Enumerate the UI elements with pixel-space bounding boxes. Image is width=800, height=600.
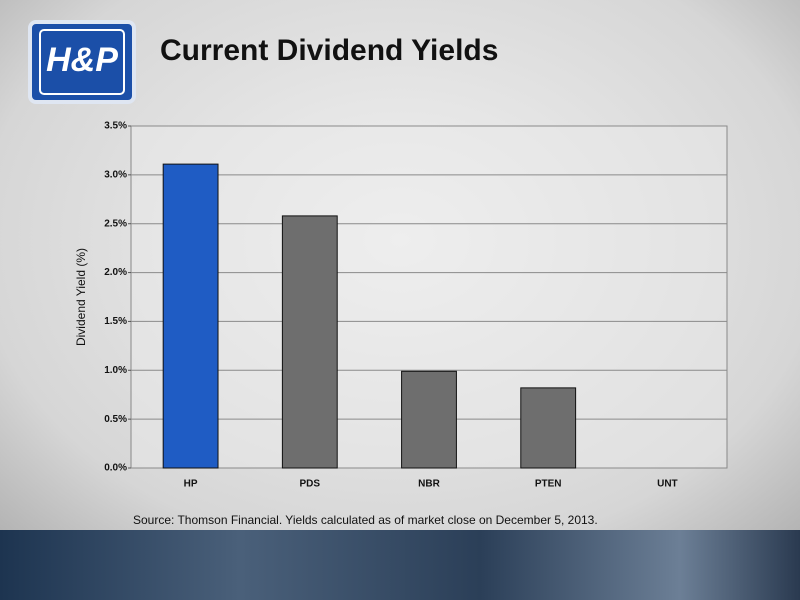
x-tick-label: NBR — [418, 479, 440, 490]
source-note: Source: Thomson Financial. Yields calcul… — [133, 513, 598, 527]
logo: H&P — [28, 20, 136, 104]
bar — [401, 370, 457, 469]
logo-badge — [28, 20, 136, 104]
photo-strip — [0, 530, 800, 600]
y-tick-label: 2.0% — [104, 267, 127, 278]
logo-frame — [39, 29, 125, 95]
x-tick-label: UNT — [657, 479, 678, 490]
y-tick-label: 0.5% — [104, 414, 127, 425]
bar — [281, 215, 338, 469]
y-tick-label: 3.0% — [104, 169, 127, 180]
bar — [520, 387, 577, 469]
x-tick-label: PDS — [300, 479, 321, 490]
y-tick-label: 2.5% — [104, 218, 127, 229]
slide-title: Current Dividend Yields — [160, 34, 498, 67]
x-tick-label: HP — [184, 479, 198, 490]
y-axis-label: Dividend Yield (%) — [74, 248, 88, 346]
y-tick-label: 3.5% — [104, 121, 127, 132]
bar — [162, 163, 219, 469]
logo-text: H&P — [46, 41, 118, 79]
y-tick-label: 0.0% — [104, 463, 127, 474]
y-tick-label: 1.0% — [104, 365, 127, 376]
y-tick-label: 1.5% — [104, 316, 127, 327]
x-tick-label: PTEN — [535, 479, 562, 490]
